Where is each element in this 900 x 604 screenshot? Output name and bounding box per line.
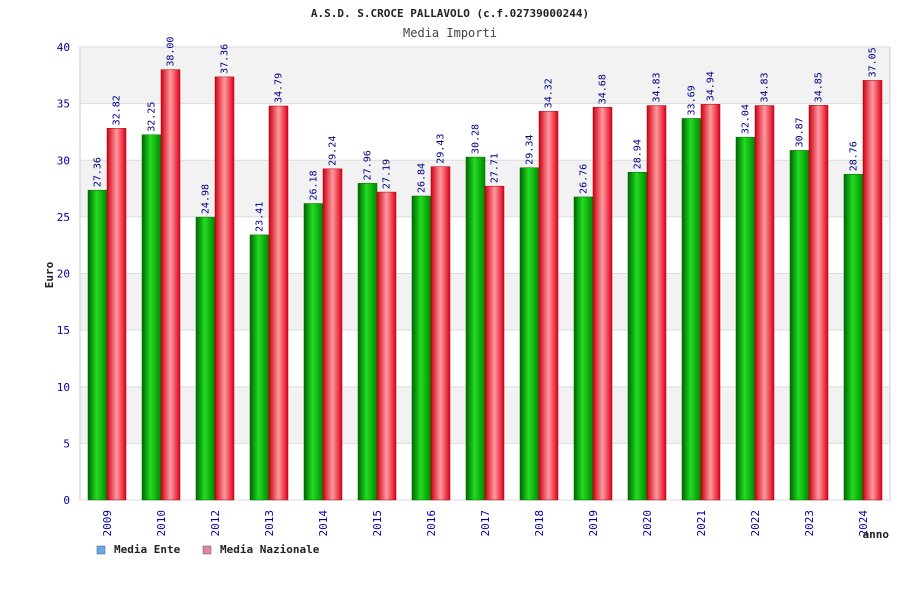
bar-media-nazionale <box>538 111 559 501</box>
bar-media-nazionale <box>160 69 181 501</box>
data-label: 33.69 <box>687 85 698 115</box>
bar-media-ente <box>357 183 378 501</box>
x-tick-label: 2019 <box>587 510 600 537</box>
y-tick-label: 20 <box>57 268 70 281</box>
bar-media-ente <box>789 150 810 501</box>
data-label: 34.68 <box>598 74 609 104</box>
y-tick-label: 0 <box>63 494 70 507</box>
bar-media-ente <box>843 174 864 501</box>
bar-media-nazionale <box>268 105 289 501</box>
data-label: 34.94 <box>706 71 717 101</box>
y-tick-label: 10 <box>57 381 70 394</box>
data-label: 23.41 <box>255 202 266 232</box>
data-label: 29.34 <box>525 135 536 165</box>
bar-media-nazionale <box>592 106 613 501</box>
bar-media-ente <box>465 156 486 501</box>
x-tick-label: 2023 <box>803 510 816 537</box>
bar-media-nazionale <box>214 76 235 501</box>
bar-media-nazionale <box>808 105 829 501</box>
x-axis-ticks: 2009 2010 2012 2013 2014 2015 2016 2017 2018 2019… <box>101 510 870 537</box>
legend-swatch <box>96 545 106 555</box>
bar-media-ente <box>303 203 324 501</box>
bar-media-nazionale <box>322 168 343 501</box>
bar-media-nazionale <box>700 104 721 501</box>
data-label: 38.00 <box>166 37 177 67</box>
bar-media-ente <box>411 195 432 501</box>
data-label: 34.79 <box>274 73 285 103</box>
y-axis-label: Euro <box>43 261 56 288</box>
bar-media-ente <box>519 167 540 501</box>
legend-label: Media Nazionale <box>220 543 320 556</box>
data-label: 30.87 <box>795 117 806 147</box>
bar-media-nazionale <box>106 128 127 501</box>
bar-media-ente <box>735 136 756 501</box>
y-tick-label: 30 <box>57 154 70 167</box>
x-tick-label: 2016 <box>425 510 438 537</box>
bar-media-ente <box>195 216 216 501</box>
data-label: 27.96 <box>363 150 374 180</box>
data-label: 27.71 <box>490 153 501 183</box>
x-tick-label: 2015 <box>371 510 384 537</box>
x-tick-label: 2012 <box>209 510 222 537</box>
bar-media-nazionale <box>376 191 397 501</box>
bar-media-nazionale <box>862 80 883 501</box>
data-label: 30.28 <box>471 124 482 154</box>
data-label: 27.19 <box>382 159 393 189</box>
data-label: 37.36 <box>220 44 231 74</box>
data-label: 27.36 <box>93 157 104 187</box>
x-tick-label: 2018 <box>533 510 546 537</box>
data-label: 26.76 <box>579 164 590 194</box>
x-tick-label: 2014 <box>317 510 330 537</box>
bar-media-ente <box>141 134 162 501</box>
data-label: 26.84 <box>417 163 428 193</box>
bars-group <box>87 69 883 501</box>
y-tick-label: 15 <box>57 324 70 337</box>
data-label: 26.18 <box>309 170 320 200</box>
x-tick-label: 2013 <box>263 510 276 537</box>
legend-swatch <box>202 545 212 555</box>
chart-title: A.S.D. S.CROCE PALLAVOLO (c.f.0273900024… <box>311 7 589 20</box>
bar-media-ente <box>249 234 270 501</box>
chart-subtitle: Media Importi <box>403 26 497 40</box>
data-label: 29.43 <box>436 134 447 164</box>
bar-media-nazionale <box>754 105 775 501</box>
data-label: 34.83 <box>760 72 771 102</box>
data-label: 29.24 <box>328 136 339 166</box>
bar-media-ente <box>87 189 108 501</box>
data-label: 34.85 <box>814 72 825 102</box>
bar-media-nazionale <box>430 166 451 501</box>
bar-media-ente <box>573 196 594 501</box>
y-tick-label: 5 <box>63 437 70 450</box>
bar-media-ente <box>627 172 648 501</box>
data-label: 32.82 <box>112 95 123 125</box>
x-axis-label: anno <box>863 528 890 541</box>
y-axis-ticks: 0 5 10 15 20 25 30 35 40 <box>57 41 70 507</box>
data-label: 28.94 <box>633 139 644 169</box>
bar-media-nazionale <box>484 185 505 501</box>
data-label: 32.25 <box>147 102 158 132</box>
x-tick-label: 2010 <box>155 510 168 537</box>
data-label: 24.98 <box>201 184 212 214</box>
data-labels-group: 27.36 32.82 32.25 38.00 24.98 37.36 23.41 34.79… <box>93 37 879 232</box>
y-tick-label: 35 <box>57 98 70 111</box>
data-label: 34.83 <box>652 72 663 102</box>
x-tick-label: 2024 <box>857 510 870 537</box>
data-label: 28.76 <box>849 141 860 171</box>
data-label: 34.32 <box>544 78 555 108</box>
data-label: 32.04 <box>741 104 752 134</box>
x-tick-label: 2022 <box>749 510 762 537</box>
bar-media-ente <box>681 118 702 501</box>
legend: Media Ente Media Nazionale <box>96 543 320 556</box>
bar-media-nazionale <box>646 105 667 501</box>
x-tick-label: 2009 <box>101 510 114 537</box>
data-label: 37.05 <box>868 47 879 77</box>
x-tick-label: 2020 <box>641 510 654 537</box>
y-tick-label: 40 <box>57 41 70 54</box>
x-tick-label: 2017 <box>479 510 492 537</box>
x-tick-label: 2021 <box>695 510 708 537</box>
y-tick-label: 25 <box>57 211 70 224</box>
legend-label: Media Ente <box>114 543 181 556</box>
